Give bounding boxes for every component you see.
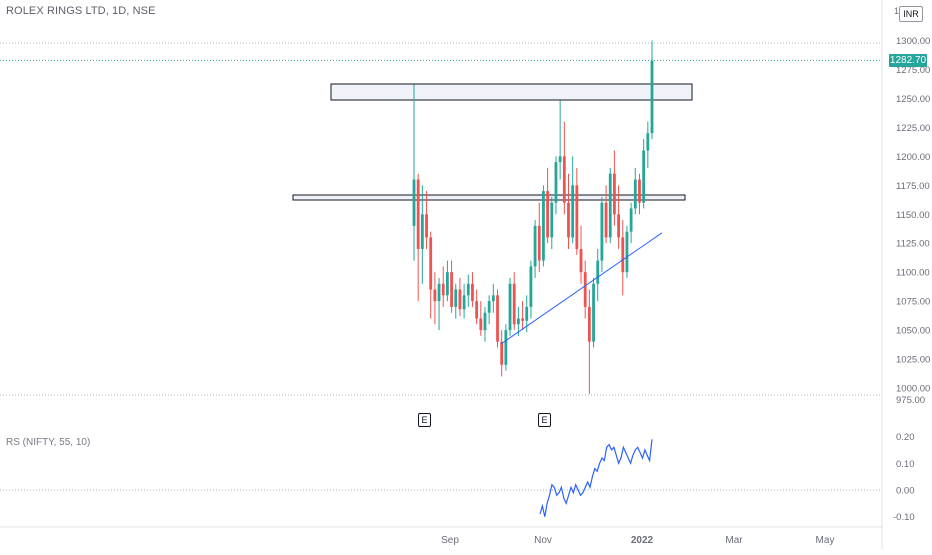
price-tick-label: 1125.00 <box>896 239 930 250</box>
candle-body <box>554 162 558 203</box>
candle-body <box>458 289 462 310</box>
trendline[interactable] <box>500 232 663 345</box>
earnings-marker[interactable]: E <box>418 413 431 427</box>
time-tick-label: Mar <box>725 535 743 546</box>
candle-body <box>629 208 633 232</box>
candle-body <box>441 283 445 296</box>
price-tick-label: 1300.00 <box>896 36 930 47</box>
candle-body <box>587 306 591 342</box>
candle-body <box>446 272 449 296</box>
candle-body <box>479 318 483 331</box>
price-tick-label: 1100.00 <box>896 268 930 279</box>
candle-body <box>516 318 520 325</box>
time-tick-label: May <box>816 535 835 546</box>
price-tick-label: 1075.00 <box>896 297 930 308</box>
price-tick-label: 1175.00 <box>896 181 930 192</box>
price-tick-label: 975.00 <box>896 395 925 406</box>
candle-body <box>646 133 650 151</box>
price-tick-label: 1225.00 <box>896 123 930 134</box>
price-tick-label: 1250.00 <box>896 94 930 105</box>
candle-body <box>533 225 537 267</box>
candle-body <box>638 179 641 203</box>
candle-body <box>466 283 470 296</box>
candle-body <box>621 237 625 273</box>
candle-body <box>571 185 575 238</box>
candle-body <box>471 283 474 302</box>
candle-body <box>604 202 608 238</box>
symbol-title: ROLEX RINGS LTD, 1D, NSE <box>6 5 156 17</box>
candle-body <box>579 249 583 273</box>
candle-body <box>608 173 612 238</box>
candle-body <box>617 214 620 238</box>
candle-body <box>491 295 495 302</box>
candle-body <box>613 173 616 215</box>
rs-tick-label: 0.00 <box>896 486 915 497</box>
resistance-zone[interactable] <box>330 83 693 101</box>
candle-body <box>546 191 550 238</box>
candle-body <box>625 231 629 273</box>
rs-tick-label: 0.20 <box>896 432 915 443</box>
candle-body <box>575 185 579 249</box>
candle-body <box>437 283 441 302</box>
candle-body <box>529 266 533 307</box>
candle-body <box>525 306 529 321</box>
time-tick-label: 2022 <box>631 535 654 546</box>
candle-body <box>487 301 491 313</box>
support-zone[interactable] <box>292 194 686 201</box>
candle-body <box>583 272 587 307</box>
candle-body <box>542 191 545 261</box>
candle-body <box>454 289 458 307</box>
candle-body <box>562 156 566 203</box>
price-tick-label: 1000.00 <box>896 384 930 395</box>
earnings-marker[interactable]: E <box>538 413 551 427</box>
candle-body <box>462 295 466 310</box>
price-tick-label: 1275.00 <box>896 65 930 76</box>
candle-body <box>475 301 479 319</box>
candle-body <box>496 295 499 342</box>
candle-body <box>521 318 524 321</box>
candle-body <box>429 237 433 290</box>
time-tick-label: Nov <box>534 535 552 546</box>
price-tick-label: 1050.00 <box>896 326 930 337</box>
candle-body <box>425 214 428 238</box>
price-tick-label: 1150.00 <box>896 210 930 221</box>
rs-tick-label: 0.10 <box>896 459 915 470</box>
candle-body <box>633 179 637 209</box>
candle-body <box>558 156 562 163</box>
price-tick-label: 1025.00 <box>896 355 930 366</box>
candle-body <box>512 283 516 325</box>
candle-body <box>642 150 646 203</box>
candle-body <box>416 179 420 249</box>
currency-prefix: 1 <box>894 6 900 16</box>
candle-body <box>596 260 600 284</box>
candle-body <box>420 214 424 249</box>
candle-body <box>508 283 512 331</box>
candle-body <box>537 225 541 261</box>
candle-body <box>412 179 416 226</box>
candle-body <box>504 330 508 365</box>
candle-body <box>550 202 554 238</box>
price-tick-label: 1200.00 <box>896 152 930 163</box>
currency-button[interactable]: INR <box>899 6 923 22</box>
candle-body <box>592 283 595 342</box>
candle-body <box>483 312 487 331</box>
candle-body <box>450 272 453 307</box>
candle-body <box>600 202 604 261</box>
time-tick-label: Sep <box>441 535 459 546</box>
candle-body <box>567 202 570 238</box>
rs-line <box>539 439 653 517</box>
indicator-title: RS (NIFTY, 55, 10) <box>6 437 91 448</box>
candle-body <box>650 60 654 134</box>
candle-body <box>500 341 504 365</box>
last-price-tag: 1282.70 <box>889 54 927 67</box>
rs-tick-label: -0.10 <box>893 512 915 523</box>
candle-body <box>433 289 437 302</box>
